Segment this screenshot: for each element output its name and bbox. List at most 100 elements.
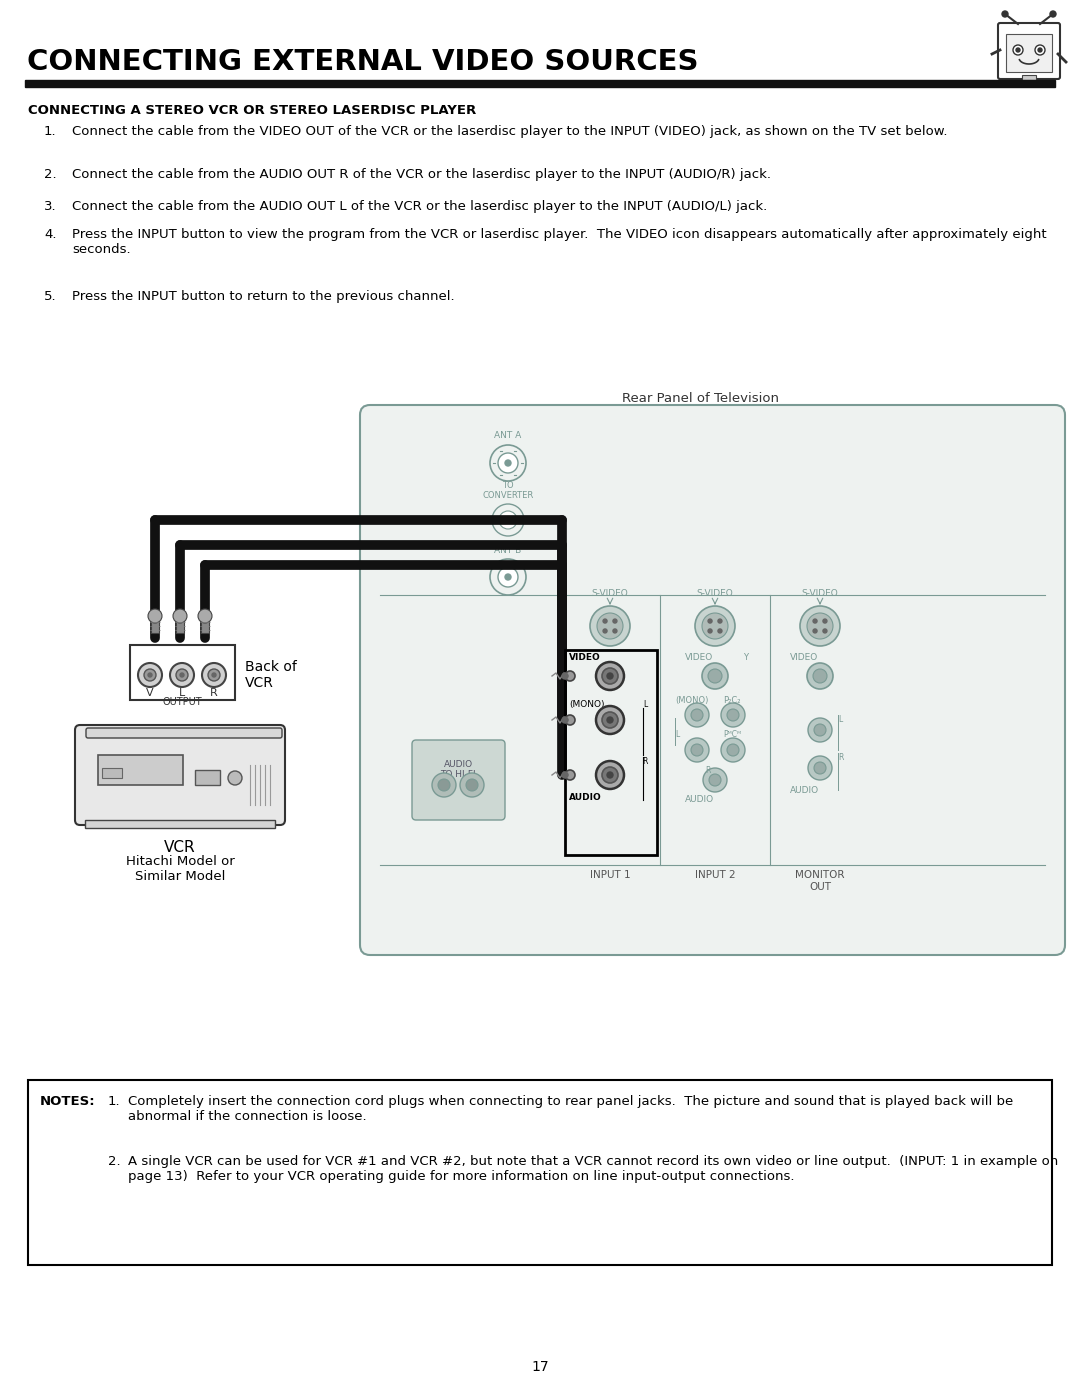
Text: R: R <box>211 687 218 698</box>
Circle shape <box>721 703 745 726</box>
Text: VIDEO: VIDEO <box>789 652 819 662</box>
Bar <box>195 770 220 785</box>
Bar <box>130 645 235 700</box>
Text: S-VIDEO: S-VIDEO <box>697 590 733 598</box>
Circle shape <box>1050 11 1056 17</box>
Text: L: L <box>675 731 679 739</box>
Circle shape <box>148 673 152 678</box>
Text: ANT A: ANT A <box>495 432 522 440</box>
Circle shape <box>718 619 721 623</box>
Circle shape <box>727 745 739 756</box>
Text: VCR: VCR <box>164 840 195 855</box>
Circle shape <box>691 710 703 721</box>
Bar <box>98 754 183 785</box>
Circle shape <box>138 664 162 687</box>
Circle shape <box>492 504 524 536</box>
Text: Press the INPUT button to view the program from the VCR or laserdisc player.  Th: Press the INPUT button to view the progr… <box>72 228 1047 256</box>
Circle shape <box>176 669 188 680</box>
Circle shape <box>228 771 242 785</box>
Text: P₂C₂: P₂C₂ <box>723 696 741 705</box>
Text: CONNECTING A STEREO VCR OR STEREO LASERDISC PLAYER: CONNECTING A STEREO VCR OR STEREO LASERD… <box>28 103 476 117</box>
Circle shape <box>813 629 818 633</box>
Circle shape <box>602 668 618 685</box>
Circle shape <box>505 574 511 580</box>
Circle shape <box>1016 47 1020 52</box>
Text: OUTPUT: OUTPUT <box>163 697 202 707</box>
Text: Connect the cable from the AUDIO OUT R of the VCR or the laserdisc player to the: Connect the cable from the AUDIO OUT R o… <box>72 168 771 182</box>
Text: PᴹCᴹ: PᴹCᴹ <box>723 731 741 739</box>
Text: 4.: 4. <box>44 228 56 242</box>
Circle shape <box>432 773 456 798</box>
Circle shape <box>696 606 735 645</box>
Text: CONNECTING EXTERNAL VIDEO SOURCES: CONNECTING EXTERNAL VIDEO SOURCES <box>27 47 699 75</box>
Circle shape <box>148 609 162 623</box>
Circle shape <box>708 774 721 787</box>
Circle shape <box>1038 47 1042 52</box>
Text: Hitachi Model or
Similar Model: Hitachi Model or Similar Model <box>125 855 234 883</box>
Circle shape <box>603 619 607 623</box>
Circle shape <box>565 770 575 780</box>
Circle shape <box>590 606 630 645</box>
Text: INPUT 1: INPUT 1 <box>590 870 631 880</box>
Text: MONITOR
OUT: MONITOR OUT <box>795 870 845 891</box>
Circle shape <box>602 767 618 782</box>
Circle shape <box>703 768 727 792</box>
Circle shape <box>814 761 826 774</box>
Text: 1.: 1. <box>44 124 56 138</box>
Circle shape <box>691 745 703 756</box>
Circle shape <box>1013 45 1023 54</box>
Circle shape <box>813 669 827 683</box>
Circle shape <box>1002 11 1008 17</box>
Bar <box>85 820 275 828</box>
Text: S-VIDEO: S-VIDEO <box>592 590 629 598</box>
Text: L: L <box>838 715 842 724</box>
Text: INPUT 2: INPUT 2 <box>694 870 735 880</box>
Circle shape <box>685 703 708 726</box>
Circle shape <box>708 669 723 683</box>
Text: VIDEO: VIDEO <box>685 652 713 662</box>
Text: 1.: 1. <box>108 1095 121 1108</box>
Circle shape <box>438 780 450 791</box>
Text: Y: Y <box>743 652 748 662</box>
Text: (MONO): (MONO) <box>569 700 605 710</box>
Circle shape <box>613 619 617 623</box>
Circle shape <box>708 629 712 633</box>
Circle shape <box>565 671 575 680</box>
Bar <box>1016 81 1042 85</box>
Circle shape <box>607 773 613 778</box>
Text: Press the INPUT button to return to the previous channel.: Press the INPUT button to return to the … <box>72 291 455 303</box>
Circle shape <box>823 619 827 623</box>
Circle shape <box>607 673 613 679</box>
Text: Completely insert the connection cord plugs when connecting to rear panel jacks.: Completely insert the connection cord pl… <box>129 1095 1013 1123</box>
Circle shape <box>823 629 827 633</box>
Circle shape <box>562 773 568 778</box>
FancyBboxPatch shape <box>998 22 1059 80</box>
Circle shape <box>808 718 832 742</box>
Circle shape <box>208 669 220 680</box>
Text: 17: 17 <box>531 1361 549 1375</box>
Text: V: V <box>146 687 153 698</box>
FancyBboxPatch shape <box>75 725 285 826</box>
Circle shape <box>460 773 484 798</box>
Circle shape <box>144 669 156 680</box>
Circle shape <box>702 613 728 638</box>
Bar <box>102 768 122 778</box>
Circle shape <box>505 460 511 467</box>
Text: S-VIDEO: S-VIDEO <box>801 590 838 598</box>
Bar <box>151 617 159 633</box>
Text: 2.: 2. <box>44 168 56 182</box>
Circle shape <box>505 517 511 522</box>
Text: VIDEO: VIDEO <box>569 652 600 662</box>
Circle shape <box>807 664 833 689</box>
Text: AUDIO: AUDIO <box>789 787 819 795</box>
Circle shape <box>498 567 518 587</box>
Text: 3.: 3. <box>44 200 56 212</box>
Text: AUDIO
TO HI-FI: AUDIO TO HI-FI <box>441 760 476 780</box>
Bar <box>25 80 1055 87</box>
Text: L: L <box>179 687 185 698</box>
Circle shape <box>597 613 623 638</box>
Circle shape <box>613 629 617 633</box>
Text: R: R <box>838 753 843 761</box>
Text: R: R <box>705 766 711 775</box>
Circle shape <box>708 619 712 623</box>
